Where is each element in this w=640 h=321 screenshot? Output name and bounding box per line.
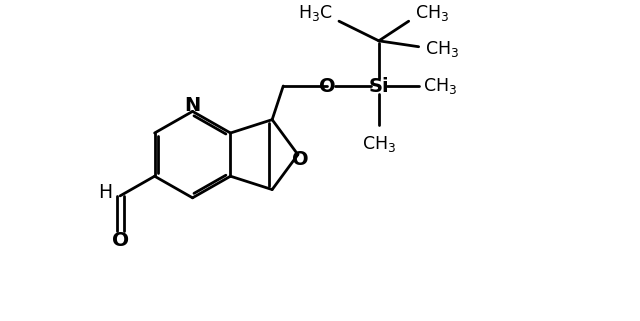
Text: $\mathregular{CH_3}$: $\mathregular{CH_3}$ [415, 3, 449, 23]
Text: $\mathregular{CH_3}$: $\mathregular{CH_3}$ [362, 134, 396, 154]
Text: H: H [98, 183, 112, 203]
Text: O: O [292, 150, 308, 169]
Text: $\mathregular{CH_3}$: $\mathregular{CH_3}$ [422, 76, 457, 96]
Text: $\mathregular{CH_3}$: $\mathregular{CH_3}$ [424, 39, 459, 59]
Text: $\mathregular{H_3C}$: $\mathregular{H_3C}$ [298, 3, 333, 23]
Text: N: N [184, 96, 201, 115]
Text: O: O [319, 76, 335, 96]
Text: O: O [111, 230, 129, 249]
Text: Si: Si [369, 76, 389, 96]
